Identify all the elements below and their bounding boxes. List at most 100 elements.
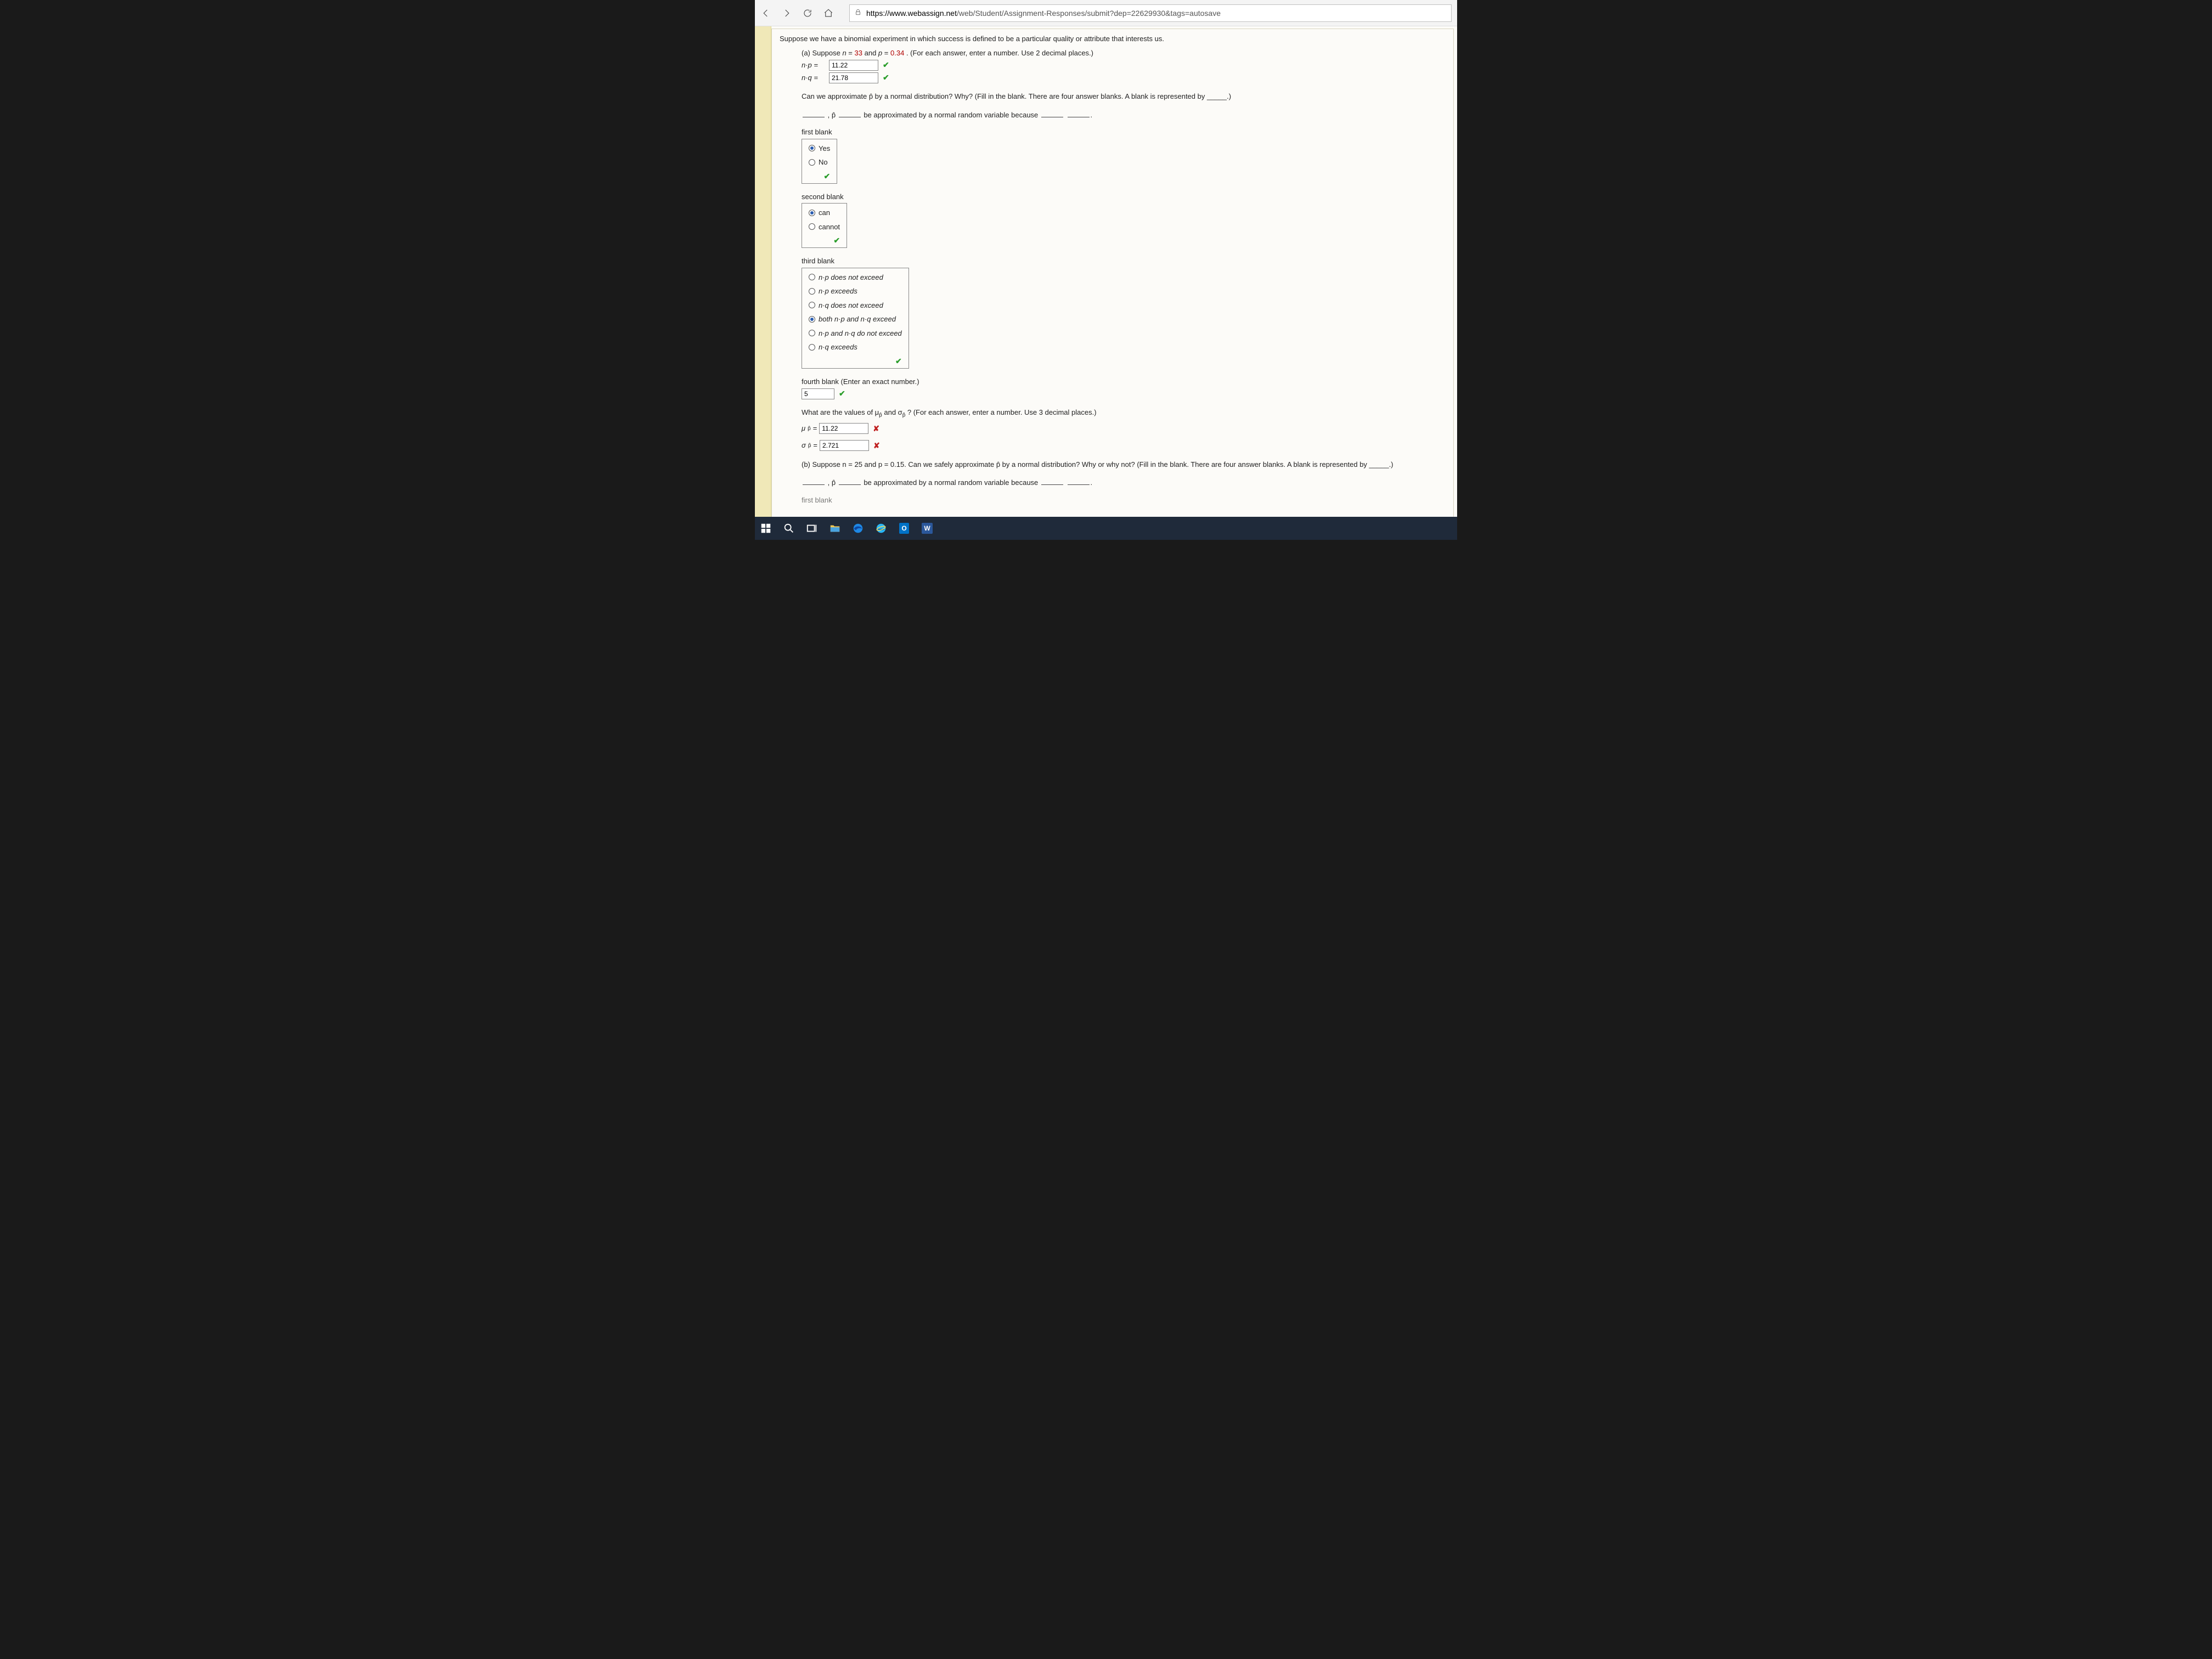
fill-sentence: , p̂ be approximated by a normal random …	[802, 110, 1446, 121]
radio-icon	[809, 302, 815, 308]
mu-sigma-pre: What are the values of μ	[802, 408, 879, 416]
first-blank-title: first blank	[802, 127, 1446, 138]
url-domain: https://www.webassign.net	[866, 9, 957, 18]
check-icon: ✔	[883, 59, 889, 71]
sub-phat: p̂	[808, 425, 811, 433]
option-label: No	[819, 157, 828, 168]
sigma-input[interactable]	[820, 440, 869, 451]
option-label: n·p exceeds	[819, 286, 857, 297]
nq-input[interactable]	[829, 72, 878, 83]
third-blank-title: third blank	[802, 256, 1446, 267]
lock-icon	[854, 8, 862, 18]
url-path: /web/Student/Assignment-Responses/submit…	[957, 9, 1221, 18]
fill-mid: , p̂	[828, 111, 838, 119]
mu-sigma-mid: and σ	[884, 408, 902, 416]
sigma-label: σ	[802, 440, 806, 451]
file-explorer-icon[interactable]	[827, 521, 843, 536]
cross-icon: ✘	[873, 423, 879, 435]
option-yes[interactable]: Yes	[806, 142, 832, 156]
mu-sigma-prompt: What are the values of μp̂ and σp̂ ? (Fo…	[802, 407, 1446, 420]
option-label: n·p does not exceed	[819, 272, 883, 283]
question-gutter	[755, 26, 771, 540]
part-a-suffix: . (For each answer, enter a number. Use …	[906, 49, 1093, 57]
part-b-text: (b) Suppose n = 25 and p = 0.15. Can we …	[802, 459, 1446, 470]
fill-tail: be approximated by a normal random varia…	[864, 111, 1040, 119]
sub-phat: p̂	[879, 413, 882, 419]
check-icon: ✔	[823, 172, 830, 180]
eq-sign: =	[813, 423, 817, 434]
radio-icon	[809, 210, 815, 216]
part-a-prefix: (a) Suppose	[802, 49, 842, 57]
p-value: 0.34	[890, 49, 904, 57]
option-cannot[interactable]: cannot	[806, 220, 842, 234]
option-nq-exceeds[interactable]: n·q exceeds	[806, 340, 904, 354]
mu-sigma-post: ? (For each answer, enter a number. Use …	[907, 408, 1097, 416]
home-button[interactable]	[823, 8, 834, 19]
check-icon: ✔	[883, 72, 889, 83]
mu-input[interactable]	[819, 423, 868, 434]
option-label: n·p and n·q do not exceed	[819, 328, 902, 339]
option-np-not-exceed[interactable]: n·p does not exceed	[806, 270, 904, 285]
option-label: can	[819, 207, 830, 218]
p-label: p	[878, 49, 882, 57]
radio-icon	[809, 288, 815, 295]
second-blank-box: can cannot ✔	[802, 203, 847, 248]
question-content: Suppose we have a binomial experiment in…	[771, 29, 1454, 540]
eq-sign: =	[813, 440, 817, 451]
nq-label: n·q =	[802, 72, 827, 83]
radio-icon	[809, 274, 815, 280]
search-icon[interactable]	[781, 521, 797, 536]
option-label: Yes	[819, 143, 830, 154]
word-icon[interactable]: W	[919, 521, 935, 536]
second-blank-title: second blank	[802, 191, 1446, 202]
fill-sentence-b: , p̂ be approximated by a normal random …	[802, 477, 1446, 488]
radio-icon	[809, 330, 815, 336]
n-value: 33	[855, 49, 862, 57]
option-label: both n·p and n·q exceed	[819, 314, 896, 325]
task-view-icon[interactable]	[804, 521, 820, 536]
url-text: https://www.webassign.net/web/Student/As…	[866, 9, 1447, 18]
radio-icon	[809, 223, 815, 230]
third-blank-box: n·p does not exceed n·p exceeds n·q does…	[802, 268, 909, 369]
radio-icon	[809, 316, 815, 323]
address-bar[interactable]: https://www.webassign.net/web/Student/As…	[849, 4, 1452, 22]
radio-icon	[809, 159, 815, 166]
n-label: n	[842, 49, 846, 57]
fill-mid: , p̂	[828, 478, 838, 487]
option-can[interactable]: can	[806, 206, 842, 220]
check-icon: ✔	[833, 236, 840, 245]
approx-prompt: Can we approximate p̂ by a normal distri…	[802, 91, 1446, 102]
mu-label: μ	[802, 423, 805, 434]
sub-phat: p̂	[808, 442, 811, 450]
browser-toolbar: https://www.webassign.net/web/Student/As…	[755, 0, 1457, 26]
fourth-blank-input[interactable]	[802, 388, 834, 399]
option-label: n·q exceeds	[819, 342, 857, 353]
np-label: n·p =	[802, 60, 827, 71]
option-np-exceeds[interactable]: n·p exceeds	[806, 284, 904, 298]
back-button[interactable]	[760, 8, 771, 19]
internet-explorer-icon[interactable]	[873, 521, 889, 536]
start-button[interactable]	[758, 521, 774, 536]
radio-icon	[809, 145, 815, 151]
option-nq-not-exceed[interactable]: n·q does not exceed	[806, 298, 904, 313]
option-no[interactable]: No	[806, 155, 832, 170]
page-body: Suppose we have a binomial experiment in…	[755, 26, 1457, 540]
radio-icon	[809, 344, 815, 351]
check-icon: ✔	[895, 357, 902, 365]
np-input[interactable]	[829, 60, 878, 71]
option-both-exceed[interactable]: both n·p and n·q exceed	[806, 312, 904, 326]
part-b-first-blank-title: first blank	[802, 495, 1446, 506]
refresh-button[interactable]	[802, 8, 813, 19]
question-intro: Suppose we have a binomial experiment in…	[780, 33, 1446, 44]
outlook-icon[interactable]: O	[896, 521, 912, 536]
first-blank-box: Yes No ✔	[802, 139, 837, 184]
option-label: cannot	[819, 222, 840, 233]
fourth-blank-title: fourth blank (Enter an exact number.)	[802, 376, 1446, 387]
fill-tail: be approximated by a normal random varia…	[864, 478, 1040, 487]
forward-button[interactable]	[781, 8, 792, 19]
option-both-not-exceed[interactable]: n·p and n·q do not exceed	[806, 326, 904, 341]
sub-phat: p̂	[902, 413, 906, 419]
check-icon: ✔	[839, 388, 845, 399]
edge-icon[interactable]	[850, 521, 866, 536]
windows-taskbar: O W	[755, 517, 1457, 540]
